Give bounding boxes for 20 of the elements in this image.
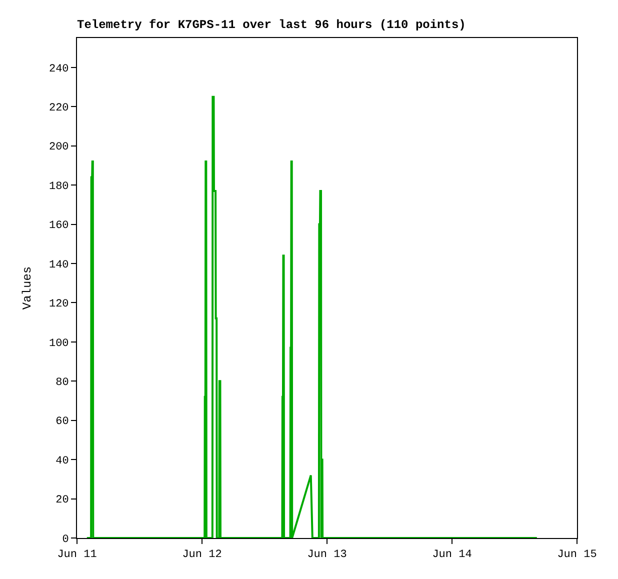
y-tick-label: 220	[48, 102, 69, 114]
y-axis-title: Values	[20, 266, 34, 310]
y-tick-label: 40	[56, 455, 69, 468]
y-tick-label: 20	[56, 494, 69, 507]
y-tick-label: 0	[62, 534, 69, 546]
y-tick-label: 120	[48, 298, 69, 311]
y-tick-label: 240	[48, 63, 69, 76]
y-tick-label: 160	[48, 220, 69, 232]
x-tick-label: Jun 15	[557, 549, 597, 562]
y-tick-label: 100	[48, 338, 69, 350]
x-tick-label: Jun 12	[182, 549, 222, 562]
y-tick-label: 80	[56, 376, 69, 389]
x-tick-label: Jun 14	[432, 549, 472, 562]
y-tick-label: 200	[48, 142, 69, 154]
y-tick-label: 60	[56, 416, 69, 428]
y-tick-label: 180	[48, 180, 69, 193]
x-tick-label: Jun 13	[307, 549, 347, 562]
y-tick-label: 140	[48, 259, 69, 272]
x-tick-label: Jun 11	[57, 549, 98, 562]
chart-title: Telemetry for K7GPS-11 over last 96 hours (110 points)	[77, 18, 466, 32]
